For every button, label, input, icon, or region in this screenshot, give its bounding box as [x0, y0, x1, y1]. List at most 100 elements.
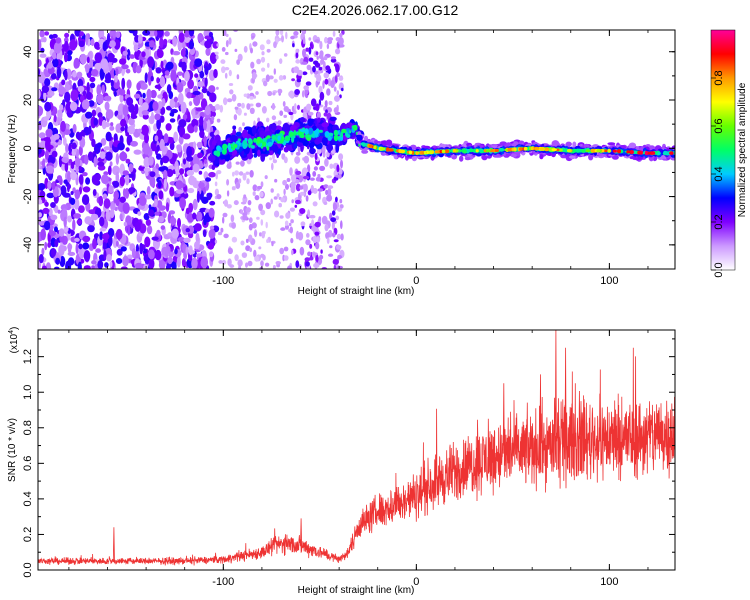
heatmap-cell — [259, 232, 262, 237]
heatmap-cell — [144, 194, 152, 200]
heatmap-cell — [255, 91, 259, 95]
heatmap-cell — [193, 125, 198, 133]
heatmap-cell — [148, 40, 155, 48]
heatmap-cell — [157, 94, 163, 99]
heatmap-cell — [200, 256, 208, 268]
heatmap-cell — [187, 79, 195, 90]
heatmap-cell — [79, 31, 84, 37]
heatmap-cell — [55, 37, 62, 44]
heatmap-cell — [187, 111, 191, 121]
heatmap-cell — [330, 56, 336, 60]
heatmap-cell — [90, 213, 99, 221]
heatmap-cell — [523, 146, 528, 151]
heatmap-cell — [283, 156, 288, 164]
heatmap-cell — [306, 103, 312, 111]
heatmap-cell — [156, 30, 164, 38]
heatmap-cell — [46, 192, 55, 199]
heatmap-cell — [251, 148, 256, 154]
heatmap-cell — [280, 227, 286, 231]
heatmap-cell — [237, 259, 243, 267]
heatmap-cell — [44, 201, 49, 207]
heatmap-cell — [657, 152, 661, 155]
heatmap-cell — [279, 110, 284, 116]
heatmap-cell — [335, 196, 338, 203]
heatmap-cell — [260, 181, 264, 188]
heatmap-cell — [284, 136, 290, 141]
heatmap-cell — [551, 148, 557, 152]
heatmap-cell — [205, 47, 211, 57]
heatmap-cell — [89, 82, 96, 89]
heatmap-cell — [266, 145, 270, 151]
heatmap-cell — [289, 207, 295, 212]
heatmap-cell — [91, 69, 99, 77]
heatmap-cell — [115, 68, 119, 76]
heatmap-cell — [112, 32, 117, 39]
heatmap-cell — [42, 158, 46, 169]
heatmap-cell — [91, 265, 95, 269]
colorbar-tick-label: 0.0 — [713, 262, 725, 277]
heatmap-cell — [141, 51, 146, 58]
heatmap-cell — [72, 71, 77, 78]
heatmap-cell — [287, 265, 292, 269]
heatmap-cell — [211, 164, 216, 170]
heatmap-cell — [55, 257, 60, 265]
heatmap-cell — [300, 221, 306, 227]
heatmap-cell — [159, 76, 166, 88]
heatmap-cell — [131, 248, 136, 258]
heatmap-cell — [218, 260, 223, 264]
heatmap-cell — [252, 41, 258, 47]
heatmap-cell — [169, 186, 175, 197]
heatmap-cell — [196, 190, 200, 203]
heatmap-cell — [240, 209, 243, 215]
heatmap-cell — [133, 44, 139, 52]
heatmap-cell — [94, 62, 103, 71]
heatmap-cell — [79, 53, 87, 65]
heatmap-cell — [328, 100, 333, 106]
heatmap-cell — [630, 150, 634, 155]
heatmap-cell — [195, 107, 204, 112]
heatmap-cell — [345, 131, 348, 137]
heatmap-cell — [317, 117, 321, 123]
heatmap-cell — [234, 170, 240, 176]
heatmap-cell — [169, 137, 174, 144]
heatmap-cell — [312, 235, 317, 244]
heatmap-cell — [164, 31, 170, 37]
heatmap-cell — [317, 68, 321, 76]
heatmap-cell — [294, 103, 297, 111]
heatmap-cell — [64, 52, 68, 63]
heatmap-cell — [48, 207, 53, 217]
heatmap-cell — [305, 133, 309, 139]
colorbar-gradient — [710, 29, 736, 271]
heatmap-cell — [184, 87, 191, 93]
heatmap-cell — [86, 56, 90, 64]
heatmap-cell — [91, 109, 97, 117]
heatmap-cell — [227, 144, 232, 151]
heatmap-cell — [100, 138, 107, 146]
heatmap-cell — [264, 262, 270, 267]
heatmap-cell — [147, 56, 155, 68]
heatmap-cell — [81, 194, 90, 206]
heatmap-cell — [298, 137, 305, 143]
heatmap-cell — [178, 32, 185, 43]
heatmap-cell — [203, 119, 207, 131]
colorbar-tick-label: 0.4 — [713, 166, 725, 181]
heatmap-cell — [271, 122, 277, 131]
heatmap-cell — [250, 145, 254, 149]
heatmap-cell — [327, 185, 334, 190]
heatmap-cell — [330, 58, 337, 63]
heatmap-cell — [58, 244, 65, 257]
heatmap-cell — [321, 122, 330, 128]
heatmap-cell — [122, 170, 129, 176]
heatmap-cell — [56, 175, 63, 182]
heatmap-cell — [283, 188, 286, 196]
heatmap-cell — [219, 104, 224, 113]
heatmap-cell — [70, 89, 79, 102]
heatmap-cell — [184, 30, 190, 38]
heatmap-cell — [296, 230, 299, 237]
heatmap-cell — [154, 198, 158, 207]
heatmap-cell — [283, 106, 289, 112]
heatmap-cell — [279, 215, 284, 219]
heatmap-cell — [150, 111, 154, 124]
heatmap-cell — [199, 116, 204, 126]
y-tick-label: 20 — [22, 94, 34, 106]
